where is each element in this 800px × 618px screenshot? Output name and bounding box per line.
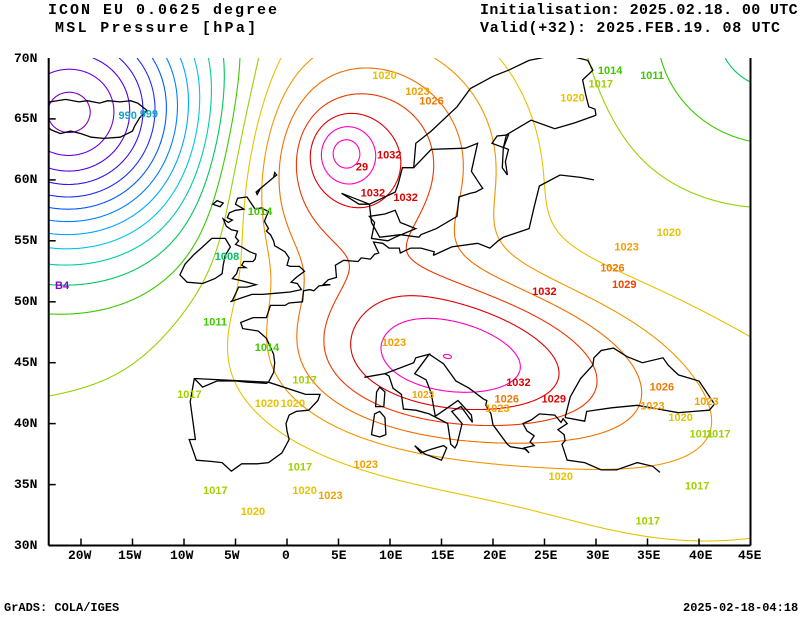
svg-text:1017: 1017 — [706, 429, 730, 441]
svg-text:1020: 1020 — [281, 398, 305, 410]
svg-text:1014: 1014 — [598, 65, 623, 77]
svg-text:1017: 1017 — [636, 516, 660, 528]
svg-text:1026: 1026 — [600, 263, 624, 275]
svg-text:1023: 1023 — [791, 361, 800, 373]
svg-text:1020: 1020 — [560, 92, 584, 104]
svg-text:1017: 1017 — [288, 462, 312, 474]
svg-text:1017: 1017 — [292, 375, 316, 387]
svg-text:1017: 1017 — [685, 480, 709, 492]
svg-text:1032: 1032 — [393, 192, 417, 204]
svg-text:1017: 1017 — [203, 485, 227, 497]
svg-text:1023: 1023 — [694, 396, 718, 408]
svg-text:1020: 1020 — [549, 471, 573, 483]
svg-text:1020: 1020 — [292, 485, 316, 497]
svg-text:1008: 1008 — [215, 251, 239, 263]
svg-text:1020: 1020 — [372, 70, 396, 82]
svg-text:999: 999 — [140, 108, 158, 120]
svg-text:1017: 1017 — [589, 78, 613, 90]
svg-text:1029: 1029 — [612, 279, 636, 291]
svg-text:1023: 1023 — [412, 390, 435, 401]
svg-text:1023: 1023 — [318, 490, 342, 502]
svg-text:1023: 1023 — [354, 459, 378, 471]
svg-text:1032: 1032 — [506, 377, 530, 389]
svg-text:1032: 1032 — [532, 286, 556, 298]
svg-text:1023: 1023 — [614, 241, 638, 253]
svg-text:1026: 1026 — [650, 382, 674, 394]
svg-text:1020: 1020 — [255, 398, 279, 410]
svg-text:1011: 1011 — [203, 317, 227, 329]
svg-text:29: 29 — [356, 161, 368, 173]
svg-text:1032: 1032 — [377, 150, 401, 162]
svg-text:1032: 1032 — [361, 187, 385, 199]
svg-text:1014: 1014 — [255, 342, 280, 354]
svg-text:1014: 1014 — [248, 206, 273, 218]
svg-text:990: 990 — [119, 110, 137, 122]
svg-text:B4: B4 — [55, 280, 70, 292]
svg-text:1026: 1026 — [419, 96, 443, 108]
svg-text:1011: 1011 — [640, 70, 664, 82]
svg-text:1023: 1023 — [640, 401, 664, 413]
svg-text:1029: 1029 — [542, 393, 566, 405]
svg-text:1020: 1020 — [668, 412, 692, 424]
svg-text:1023: 1023 — [485, 403, 509, 415]
svg-text:1020: 1020 — [657, 227, 681, 239]
svg-text:1017: 1017 — [177, 389, 201, 401]
svg-text:1020: 1020 — [241, 506, 265, 518]
svg-text:1023: 1023 — [382, 337, 406, 349]
